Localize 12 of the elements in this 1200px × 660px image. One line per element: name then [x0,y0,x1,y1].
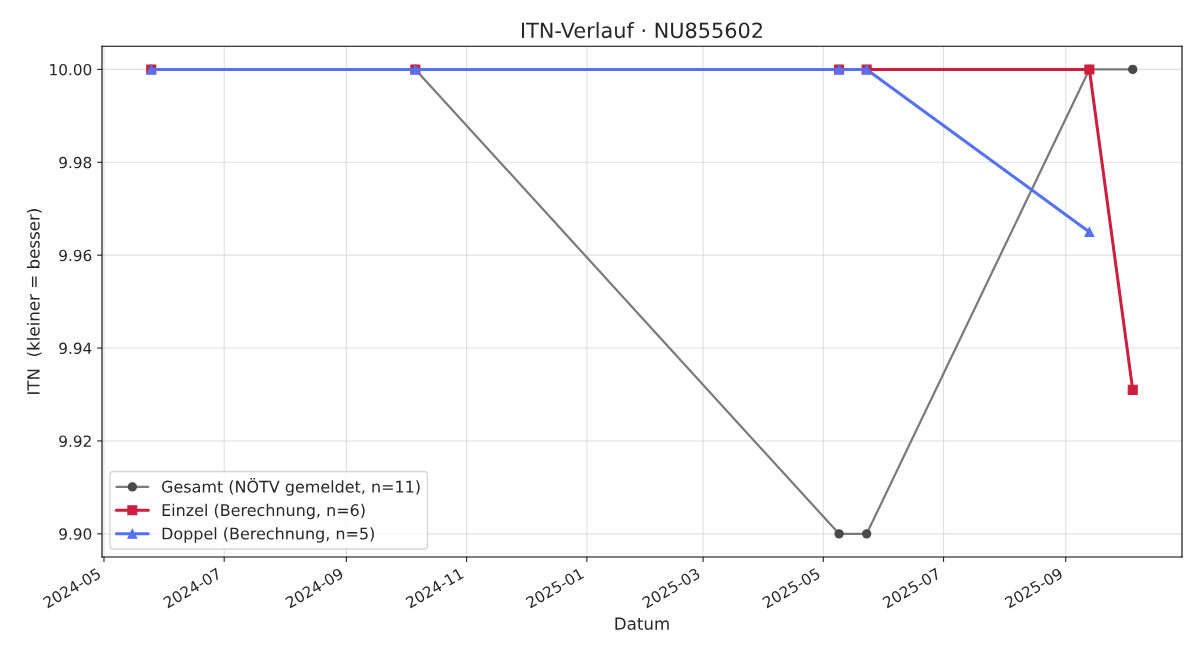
y-tick-label: 9.98 [59,156,92,169]
chart-title: ITN-Verlauf · NU855602 [522,22,762,39]
legend-label: Gesamt (NÖTV gemeldet, n=11) [161,477,420,496]
legend-label: Einzel (Berechnung, n=6) [162,503,365,520]
y-axis-title: ITN (kleiner = besser) [26,209,42,394]
y-tick-label: 10.00 [50,63,92,76]
y-tick-label: 9.92 [59,435,91,447]
y-tick-label: 9.90 [59,528,92,540]
x-axis-title: Datum [615,617,669,630]
y-tick-label: 9.96 [59,249,92,262]
legend-label: Doppel (Berechnung, n=5) [162,527,374,543]
y-tick-label: 9.94 [59,342,92,355]
